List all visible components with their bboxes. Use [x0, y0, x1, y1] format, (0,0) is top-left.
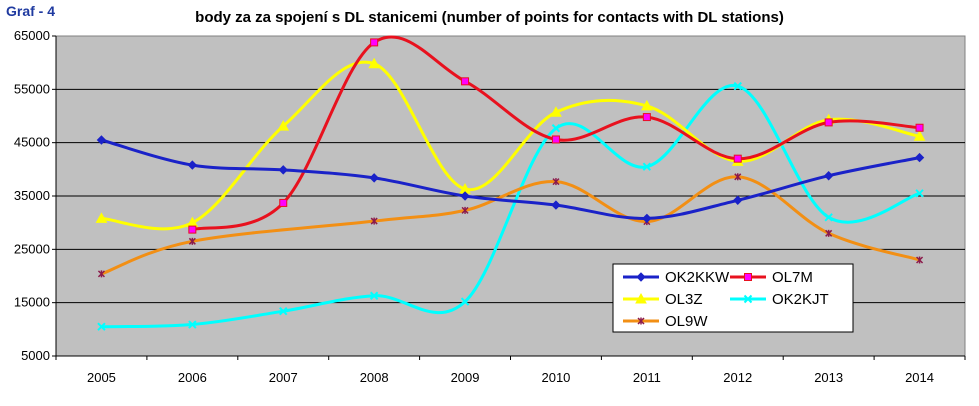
data-point: [733, 154, 742, 163]
data-point: [188, 237, 196, 245]
legend-label: OL9W: [665, 313, 708, 330]
data-point: [460, 297, 470, 306]
data-point: [913, 130, 926, 141]
data-point: [744, 273, 752, 281]
data-point: [733, 195, 743, 205]
data-point: [915, 123, 924, 132]
data-point: [825, 229, 833, 237]
x-tick-label: 2011: [633, 370, 661, 385]
legend-item-ok2kjt: OK2KJT: [730, 291, 829, 308]
data-point: [551, 135, 560, 144]
data-point: [734, 173, 742, 181]
x-axis: 2005 2006 2007 2008 2009 2010 2011 2012 2013 2014: [55, 355, 966, 385]
x-tick-label: 2007: [269, 370, 298, 385]
legend-item-ol9w: OL9W: [623, 313, 708, 330]
data-point: [370, 217, 378, 225]
series-line: [101, 138, 920, 220]
data-point: [552, 178, 560, 186]
y-tick-label: 15000: [14, 295, 50, 310]
series-ok2kkw: [96, 135, 925, 224]
y-tick-label: 35000: [14, 188, 50, 203]
data-point: [915, 189, 924, 198]
x-tick-label: 2006: [178, 370, 207, 385]
data-point: [187, 160, 198, 170]
x-tick-label: 2014: [905, 370, 934, 385]
data-point: [277, 120, 290, 131]
data-point: [641, 99, 653, 111]
legend-label: OK2KJT: [772, 291, 829, 308]
y-axis: 5000 15000 25000 35000 45000 55000 65000: [14, 28, 57, 363]
data-point: [279, 306, 288, 316]
legend-label: OL7M: [772, 269, 813, 286]
legend: OK2KKW OL7M OL3Z OK2KJT OL9W: [612, 263, 854, 333]
series-group: [95, 35, 926, 331]
x-tick-label: 2008: [360, 370, 389, 385]
x-tick-label: 2012: [723, 370, 752, 385]
x-tick-label: 2010: [541, 370, 570, 385]
legend-item-ol7m: OL7M: [730, 269, 813, 286]
y-tick-label: 5000: [21, 348, 50, 363]
data-point: [461, 206, 469, 214]
graf-number-label: Graf - 4: [6, 3, 56, 19]
series-ol7m: [188, 35, 924, 234]
y-tick-label: 45000: [14, 135, 50, 150]
data-point: [550, 106, 562, 117]
series-line: [101, 84, 921, 329]
legend-label: OK2KKW: [665, 269, 730, 286]
x-tick-label: 2005: [87, 370, 116, 385]
data-point: [743, 294, 753, 304]
y-tick-label: 65000: [14, 28, 50, 43]
data-point: [824, 213, 833, 222]
legend-label: OL3Z: [665, 291, 703, 308]
data-point: [368, 57, 380, 69]
data-point: [636, 272, 646, 282]
x-tick-label: 2009: [451, 370, 480, 385]
legend-item-ol3z: OL3Z: [623, 291, 703, 308]
data-point: [188, 320, 197, 329]
data-point: [642, 113, 651, 122]
data-point: [551, 200, 561, 210]
data-point: [916, 256, 924, 264]
data-point: [642, 213, 652, 224]
data-point: [635, 292, 647, 304]
series-ok2kjt: [97, 81, 924, 331]
data-point: [824, 118, 833, 127]
data-point: [95, 212, 108, 223]
data-point: [637, 317, 645, 325]
data-point: [370, 38, 379, 47]
data-point: [914, 152, 925, 163]
series-line: [191, 35, 920, 232]
data-point: [279, 198, 288, 207]
data-point: [823, 171, 834, 181]
data-point: [461, 77, 470, 86]
data-point: [278, 165, 288, 175]
data-point: [551, 124, 561, 133]
y-tick-label: 25000: [14, 241, 50, 256]
data-point: [733, 81, 742, 91]
legend-item-ok2kkw: OK2KKW: [623, 269, 730, 286]
data-point: [97, 270, 105, 278]
chart-title: body za za spojení s DL stanicemi (numbe…: [195, 9, 784, 26]
data-point: [369, 291, 379, 300]
data-point: [642, 162, 652, 171]
data-point: [369, 173, 379, 183]
data-point: [188, 225, 197, 234]
y-tick-label: 55000: [14, 81, 50, 96]
x-tick-label: 2013: [814, 370, 843, 385]
data-point: [460, 191, 470, 201]
data-point: [97, 322, 106, 331]
data-point: [96, 135, 107, 145]
